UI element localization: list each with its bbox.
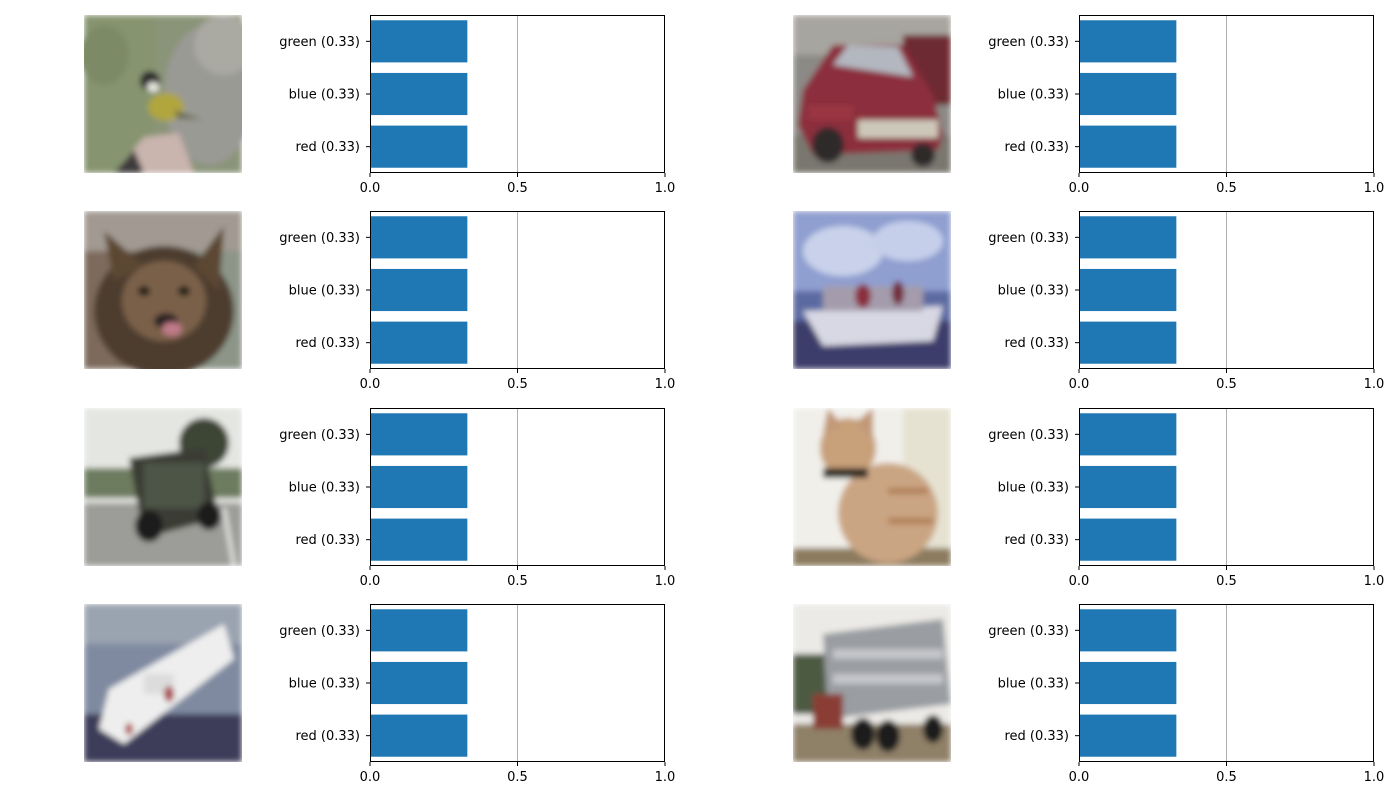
y-tick-label: red (0.33) [1004,140,1069,155]
x-tick-label: 0.0 [360,377,381,392]
y-tick-label: red (0.33) [1004,533,1069,548]
bar [1079,125,1177,168]
y-tick-label: blue (0.33) [289,677,360,692]
x-tick-label: 0.5 [1216,770,1237,785]
x-tick-label: 0.5 [1216,574,1237,589]
y-tick-label: green (0.33) [279,35,360,50]
y-tick-label: blue (0.33) [998,88,1069,103]
bar [370,661,468,705]
bar [1079,518,1177,561]
bar [1079,465,1177,509]
car-photo [793,15,951,173]
x-tick-label: 0.5 [1216,181,1237,196]
y-tick-label: blue (0.33) [289,284,360,299]
bar [1079,321,1177,364]
bar-chart-2: red (0.33) blue (0.33) green (0.33) 0.0 0.5 1… [988,15,1384,196]
x-tick-label: 1.0 [1364,574,1385,589]
x-tick-label: 1.0 [655,770,676,785]
axes-frame [370,15,665,173]
bar [370,714,468,757]
bar [1079,609,1177,652]
axes-frame [1079,211,1374,369]
x-tick-label: 0.5 [1216,377,1237,392]
bar [370,321,468,364]
x-tick-label: 0.5 [507,377,528,392]
y-tick-label: green (0.33) [988,35,1069,50]
y-tick-label: green (0.33) [988,231,1069,246]
cat-photo [793,408,951,566]
y-tick-label: green (0.33) [279,428,360,443]
y-tick-label: blue (0.33) [289,88,360,103]
y-tick-label: red (0.33) [295,729,360,744]
y-tick-label: red (0.33) [1004,729,1069,744]
y-tick-label: blue (0.33) [998,677,1069,692]
axes-frame [1079,408,1374,566]
x-tick-label: 0.5 [507,181,528,196]
bar [370,518,468,561]
y-tick-label: green (0.33) [988,428,1069,443]
y-tick-label: green (0.33) [279,231,360,246]
bar [370,72,468,116]
bar [370,609,468,652]
bar [1079,72,1177,116]
x-tick-label: 1.0 [655,181,676,196]
axes-frame [370,604,665,762]
bar [1079,268,1177,312]
axes-frame [370,211,665,369]
bar [370,20,468,63]
x-tick-label: 0.0 [1069,377,1090,392]
bar [1079,661,1177,705]
axes-frame [370,408,665,566]
x-tick-label: 0.0 [360,770,381,785]
bar-chart-6: red (0.33) blue (0.33) green (0.33) 0.0 0.5 1… [988,408,1384,589]
y-tick-label: red (0.33) [295,140,360,155]
x-tick-label: 1.0 [1364,770,1385,785]
y-tick-label: red (0.33) [1004,336,1069,351]
x-tick-label: 0.0 [1069,181,1090,196]
y-tick-label: green (0.33) [279,624,360,639]
bar-chart-3: red (0.33) blue (0.33) green (0.33) 0.0 0.5 1… [279,211,675,392]
bar-chart-1: red (0.33) blue (0.33) green (0.33) 0.0 0.5 1… [279,15,675,196]
bar [370,465,468,509]
bar [370,216,468,259]
bar-chart-5: red (0.33) blue (0.33) green (0.33) 0.0 0.5 1… [279,408,675,589]
y-tick-label: blue (0.33) [998,284,1069,299]
bar-chart-8: red (0.33) blue (0.33) green (0.33) 0.0 0.5 1… [988,604,1384,785]
bar-chart-7: red (0.33) blue (0.33) green (0.33) 0.0 0.5 1… [279,604,675,785]
bar [370,125,468,168]
bar [370,268,468,312]
bar [1079,714,1177,757]
boat-photo [793,211,951,369]
y-tick-label: blue (0.33) [998,481,1069,496]
ship-photo [84,604,242,762]
x-tick-label: 0.0 [360,181,381,196]
x-tick-label: 1.0 [1364,181,1385,196]
dog-photo [84,211,242,369]
x-tick-label: 0.0 [1069,770,1090,785]
x-tick-label: 1.0 [1364,377,1385,392]
y-tick-label: green (0.33) [988,624,1069,639]
x-tick-label: 0.0 [360,574,381,589]
x-tick-label: 0.0 [1069,574,1090,589]
x-tick-label: 1.0 [655,377,676,392]
bar [1079,216,1177,259]
y-tick-label: red (0.33) [295,533,360,548]
bar [1079,413,1177,456]
axes-frame [1079,604,1374,762]
truck-photo [84,408,242,566]
x-tick-label: 1.0 [655,574,676,589]
x-tick-label: 0.5 [507,574,528,589]
x-tick-label: 0.5 [507,770,528,785]
bird-photo [84,15,242,173]
bar-chart-4: red (0.33) blue (0.33) green (0.33) 0.0 0.5 1… [988,211,1384,392]
bar [370,413,468,456]
dump-truck-photo [793,604,951,762]
bar [1079,20,1177,63]
y-tick-label: blue (0.33) [289,481,360,496]
axes-frame [1079,15,1374,173]
y-tick-label: red (0.33) [295,336,360,351]
